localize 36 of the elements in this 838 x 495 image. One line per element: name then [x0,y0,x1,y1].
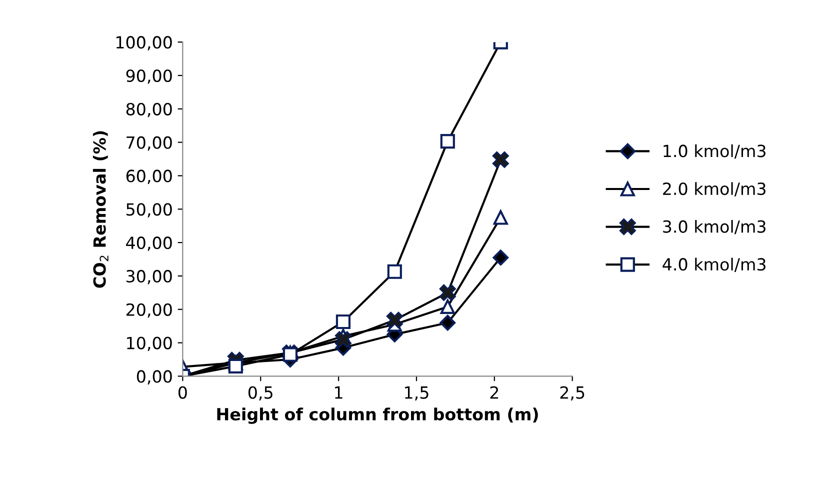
point [387,264,402,279]
point [440,314,456,331]
x-tick-label: 0 [178,386,187,399]
y-tick-label: 100,00 [116,36,172,50]
legend-label: 1.0 kmol/m3 [664,144,766,159]
point [492,151,509,168]
x-tick-label: 1 [335,386,342,399]
y-tick-label: 70,00 [126,136,172,151]
point [386,312,403,328]
y-tick-label: 60,00 [126,170,172,184]
x-tick-label: 1,5 [405,386,428,401]
x-tick-label: 2,5 [560,386,584,401]
legend-label: 3.0 kmol/m3 [663,220,766,234]
point [440,299,455,314]
x-axis-title: Height of column from bottom (m) [217,408,538,424]
y-tick-label: 0,00 [136,370,172,384]
point [336,314,351,330]
point [282,347,298,362]
point [492,250,509,266]
legend-label: 2.0 kmol/m3 [663,182,766,196]
y-tick-label: 20,00 [126,303,172,318]
y-axis-title: CO$_{2}$ Removal (%) [92,131,108,288]
y-tick-label: 10,00 [127,336,172,352]
x-tick-label: 2 [490,386,498,399]
point [493,210,508,225]
y-tick-label: 50,00 [126,203,172,218]
y-tick-label: 30,00 [126,270,172,284]
legend-label: 4.0 kmol/m3 [662,258,766,272]
point [440,134,455,149]
y-tick-label: 80,00 [126,102,172,118]
y-tick-label: 40,00 [126,236,172,251]
x-tick-label: 0,5 [248,386,272,401]
point [439,284,456,301]
point [334,331,352,348]
y-tick-label: 90,00 [126,69,172,84]
point [228,358,243,374]
